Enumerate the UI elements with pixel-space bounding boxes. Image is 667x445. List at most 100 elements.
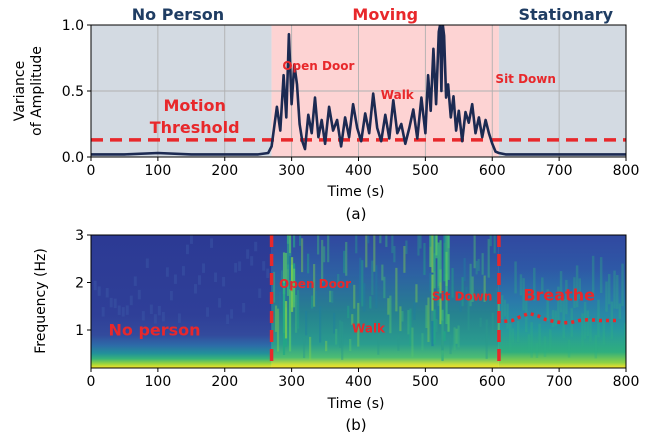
- spectrogram-streak: [343, 250, 346, 274]
- spectrogram-streak: [373, 235, 376, 272]
- spectrogram-streak: [353, 284, 356, 309]
- variance-xtick-label-7: 700: [546, 163, 573, 179]
- breathe-dotted-line: [504, 311, 620, 325]
- variance-xlabel: Time (s): [327, 184, 385, 200]
- spectrogram-streak: [185, 244, 189, 255]
- variance-xtick-label-5: 500: [412, 163, 439, 179]
- spectrogram-streak: [605, 281, 608, 312]
- spectrogram-streak: [506, 303, 509, 329]
- spectrogram-streak: [407, 310, 410, 335]
- spectrogram-streak: [218, 298, 222, 308]
- spectrogram-streak: [296, 290, 300, 329]
- spectrogram-streak: [288, 253, 292, 290]
- spectrogram-streak: [371, 260, 374, 295]
- spectrogram-streak: [307, 253, 310, 274]
- spectrogram-streak: [487, 239, 490, 278]
- variance-xtick-label-1: 100: [145, 163, 172, 179]
- spectrogram-streak: [157, 305, 161, 316]
- spectrogram-streak: [276, 308, 280, 352]
- spectrogram-streak: [387, 298, 390, 315]
- spectrogram-streak: [193, 284, 197, 294]
- region-label-0: No Person: [132, 5, 224, 24]
- spectrogram-streak: [586, 310, 590, 336]
- spectrogram-xtick-label-1: 100: [145, 374, 172, 390]
- spectrogram-streak: [137, 289, 141, 300]
- spectrogram-streak: [597, 299, 600, 338]
- spectrogram-streak: [508, 323, 512, 353]
- variance-xtick-label-2: 200: [211, 163, 238, 179]
- spectrogram-streak: [613, 270, 616, 309]
- spectrogram-streak: [433, 309, 436, 345]
- spectrogram-panel: 0 100 200 300 400 500 600 700 800 1 2 3 No person Op…: [33, 228, 639, 434]
- spectrogram-streak: [599, 257, 603, 294]
- spectrogram-streak: [431, 274, 434, 322]
- spectrogram-streak: [323, 246, 326, 263]
- spectrogram-streak: [559, 271, 563, 313]
- spectrogram-streak: [403, 245, 406, 273]
- spectrogram-streak: [435, 319, 438, 332]
- spectrogram-streak: [206, 307, 210, 317]
- spectrogram-streak: [298, 235, 302, 246]
- variance-xtick-label-8: 800: [613, 163, 640, 179]
- spectrogram-streak: [578, 278, 582, 300]
- spectrogram-streak: [129, 295, 133, 306]
- spectrogram-streak: [294, 295, 298, 333]
- spectrogram-streak: [431, 235, 434, 273]
- spectrogram-streak: [467, 297, 470, 331]
- spectrogram-xtick-label-5: 500: [412, 374, 439, 390]
- spectrogram-segment-stationary: [498, 235, 626, 368]
- spectrogram-segment-no-person: [91, 235, 272, 368]
- spectrogram-streak: [325, 340, 328, 352]
- spectrogram-streak: [230, 309, 234, 319]
- variance-ytick-label-2: 1.0: [62, 18, 84, 34]
- spectrogram-streak: [365, 235, 368, 268]
- spectrogram-streak: [530, 322, 533, 358]
- variance-annotations: Open Door Walk Sit Down: [282, 59, 556, 102]
- spectrogram-streak: [475, 260, 478, 275]
- spectrogram-streak: [443, 331, 446, 342]
- spectrogram-streak: [429, 235, 432, 247]
- spectrogram-streak: [258, 288, 262, 298]
- spectrogram-streak: [514, 261, 517, 294]
- spectrogram-streak: [284, 301, 288, 339]
- spectrogram-streak: [610, 301, 614, 339]
- spectrogram-streak: [591, 255, 595, 298]
- spectrogram-streak: [546, 289, 549, 321]
- spectrogram-streak: [226, 314, 230, 325]
- spectrogram-streak: [573, 277, 576, 309]
- spectrogram-streak: [429, 273, 432, 292]
- spectrogram-streak: [453, 327, 456, 351]
- spectrogram-streak: [242, 302, 246, 313]
- region-label-2: Stationary: [519, 5, 614, 24]
- spectrogram-annotation-4: Breathe: [523, 286, 595, 305]
- spectrogram-streak: [443, 235, 446, 243]
- spectrogram-streak: [533, 267, 536, 301]
- spectrogram-streak: [302, 336, 306, 359]
- spectrogram-streak: [397, 335, 400, 351]
- spectrogram-streak: [177, 313, 181, 323]
- spectrogram-streak: [262, 261, 266, 271]
- spectrogram-annotation-2: Walk: [352, 321, 386, 335]
- spectrogram-streak: [381, 264, 384, 281]
- caption-a: (a): [346, 205, 367, 223]
- spectrogram-streak: [457, 325, 460, 348]
- breathe-trace: [504, 311, 620, 325]
- spectrogram-xtick-label-8: 800: [613, 374, 640, 390]
- spectrogram-streak: [461, 277, 464, 307]
- spectrogram-streak: [405, 240, 408, 254]
- spectrogram-streak: [359, 257, 362, 302]
- spectrogram-streak: [383, 276, 386, 299]
- spectrogram-annotation-0: No person: [109, 321, 201, 340]
- spectrogram-streak: [557, 286, 560, 322]
- spectrogram-streak: [317, 235, 320, 255]
- variance-xtick-label-4: 400: [345, 163, 372, 179]
- spectrogram-xtick-label-0: 0: [87, 374, 96, 390]
- spectrogram-streak: [214, 272, 218, 283]
- spectrogram-ylabel: Frequency (Hz): [33, 248, 49, 354]
- spectrogram-streak: [222, 276, 226, 287]
- spectrogram-annotation-3: Sit Down: [432, 290, 493, 304]
- spectrogram-streak: [311, 295, 314, 309]
- spectrogram-streak: [483, 275, 486, 302]
- spectrogram-streak: [543, 336, 547, 357]
